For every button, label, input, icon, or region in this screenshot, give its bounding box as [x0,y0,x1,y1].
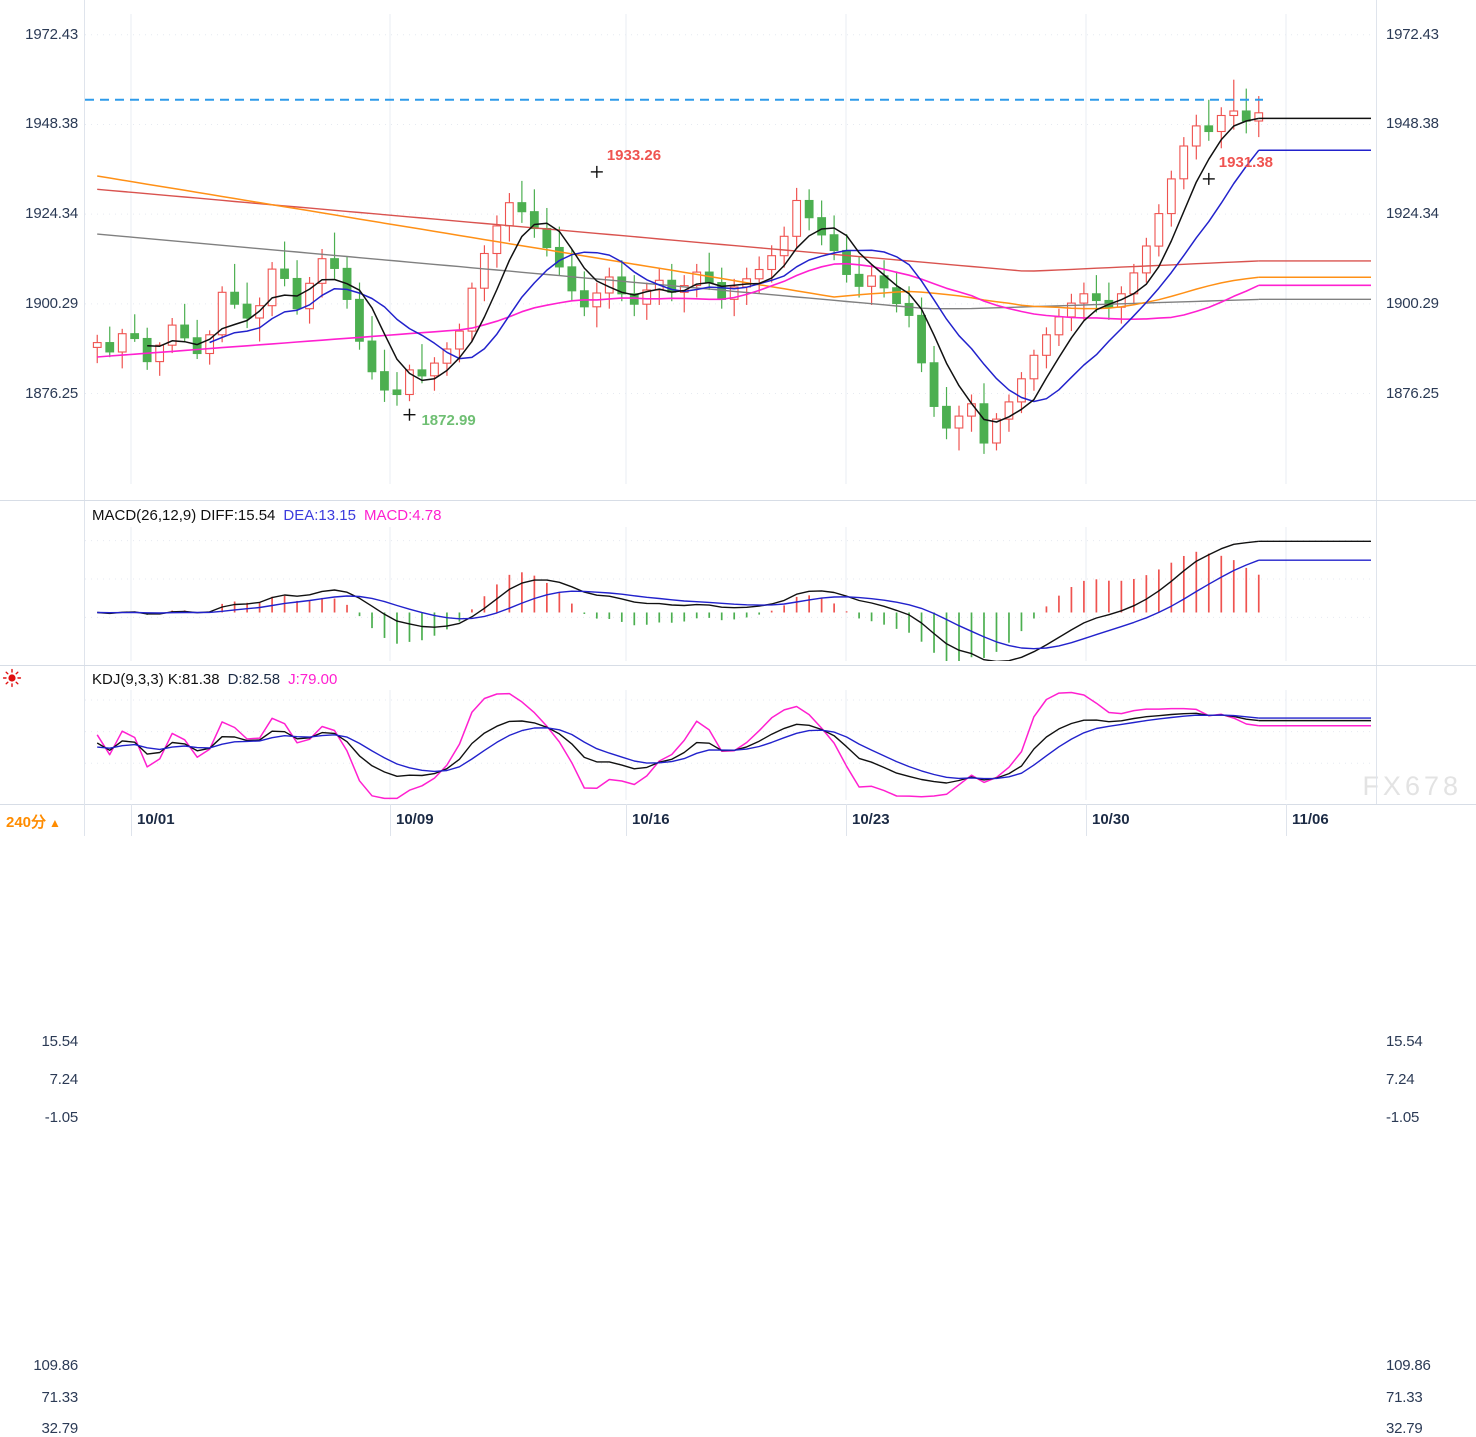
kdj-axis-label-left: 109.86 [33,1356,78,1374]
price-axis-label-left: 1876.25 [25,384,78,402]
kdj-axis-label-right: 32.79 [1386,1420,1423,1437]
x-axis-tick-rule [131,804,132,836]
swing-high-annotation: 1933.26 [606,146,662,164]
x-axis-tick-rule [1286,804,1287,836]
axis-frame-rule [1376,666,1377,804]
axis-frame-rule [84,0,85,500]
price-axis-label-left: 1900.29 [25,294,78,312]
price-axis-label-right: 1972.43 [1386,25,1439,43]
candlestick-svg [85,14,1371,484]
axis-frame-rule [84,666,85,804]
macd-hist-value: MACD:4.78 [363,507,442,524]
macd-title: MACD(26,12,9) DIFF:15.54 DEA:13.15 MACD:4.… [92,507,441,524]
panel-divider [0,500,1476,501]
kdj-title: KDJ(9,3,3) K:81.38 D:82.58 J:79.00 [92,671,337,688]
axis-frame-rule [84,501,85,665]
x-axis-tick-rule [1086,804,1087,836]
macd-axis-label-right: -1.05 [1386,1109,1420,1127]
x-axis: 240分 ▲ 10/01 10/09 10/16 10/23 10/30 11/0… [0,804,1476,836]
x-axis-tick-rule [846,804,847,836]
x-axis-tick-label: 10/30 [1092,811,1130,828]
x-axis-tick-label: 10/01 [137,811,175,828]
macd-axis-label-left: 7.24 [49,1071,79,1089]
kdj-plot-area[interactable] [85,690,1375,800]
kdj-axis-label-right: 71.33 [1386,1388,1423,1406]
x-axis-tick-label: 11/06 [1292,811,1329,828]
macd-plot-area[interactable] [85,527,1375,661]
kdj-svg [85,690,1371,800]
macd-svg [85,527,1371,661]
kdj-axis-label-right: 109.86 [1386,1356,1431,1374]
kdj-panel[interactable]: KDJ(9,3,3) K:81.38 D:82.58 J:79.00 109.86 … [0,666,1476,1437]
price-axis-label-right: 1948.38 [1386,115,1439,133]
macd-axis-label-left: -1.05 [44,1109,78,1127]
price-plot-area[interactable] [85,14,1375,484]
triangle-up-icon: ▲ [49,816,61,830]
price-axis-label-left: 1948.38 [25,115,78,133]
period-label: 240分 [6,814,47,831]
x-axis-tick-rule [390,804,391,836]
kdj-title-main: KDJ(9,3,3) K:81.38 [92,671,220,688]
x-axis-tick-label: 10/16 [632,811,670,828]
macd-panel[interactable]: MACD(26,12,9) DIFF:15.54 DEA:13.15 MACD:4.… [0,501,1476,1126]
x-axis-top-rule [0,804,1476,805]
swing-low-annotation: 1872.99 [421,411,476,429]
macd-dea-value: DEA:13.15 [283,507,356,524]
price-axis-label-right: 1900.29 [1386,294,1439,312]
price-axis-label-left: 1972.43 [25,25,78,43]
price-axis-label-right: 1924.34 [1386,205,1439,223]
x-axis-tick-rule [626,804,627,836]
period-selector[interactable]: 240分 ▲ [6,811,61,832]
swing-high-annotation: 1931.38 [1218,153,1274,171]
x-axis-tick-label: 10/23 [852,811,890,828]
price-chart-panel[interactable]: 1972.43 1948.38 1924.34 1900.29 1876.25 … [0,0,1476,500]
axis-frame-rule [1376,501,1377,665]
kdj-j-value: J:79.00 [288,671,338,688]
macd-axis-label-right: 7.24 [1386,1071,1415,1089]
alert-sun-icon[interactable] [2,668,24,690]
kdj-axis-label-left: 71.33 [41,1388,78,1406]
kdj-d-value: D:82.58 [227,671,281,688]
panel-divider [0,665,1476,666]
macd-axis-label-right: 15.54 [1386,1032,1423,1050]
axis-frame-rule [1376,0,1377,500]
macd-title-main: MACD(26,12,9) DIFF:15.54 [92,507,276,524]
price-axis-label-right: 1876.25 [1386,384,1439,402]
watermark: FX678 [1362,771,1462,801]
axis-frame-rule [84,804,85,836]
kdj-axis-label-left: 32.79 [41,1420,78,1437]
x-axis-tick-label: 10/09 [396,811,434,828]
macd-axis-label-left: 15.54 [41,1032,78,1050]
price-axis-label-left: 1924.34 [25,205,78,223]
